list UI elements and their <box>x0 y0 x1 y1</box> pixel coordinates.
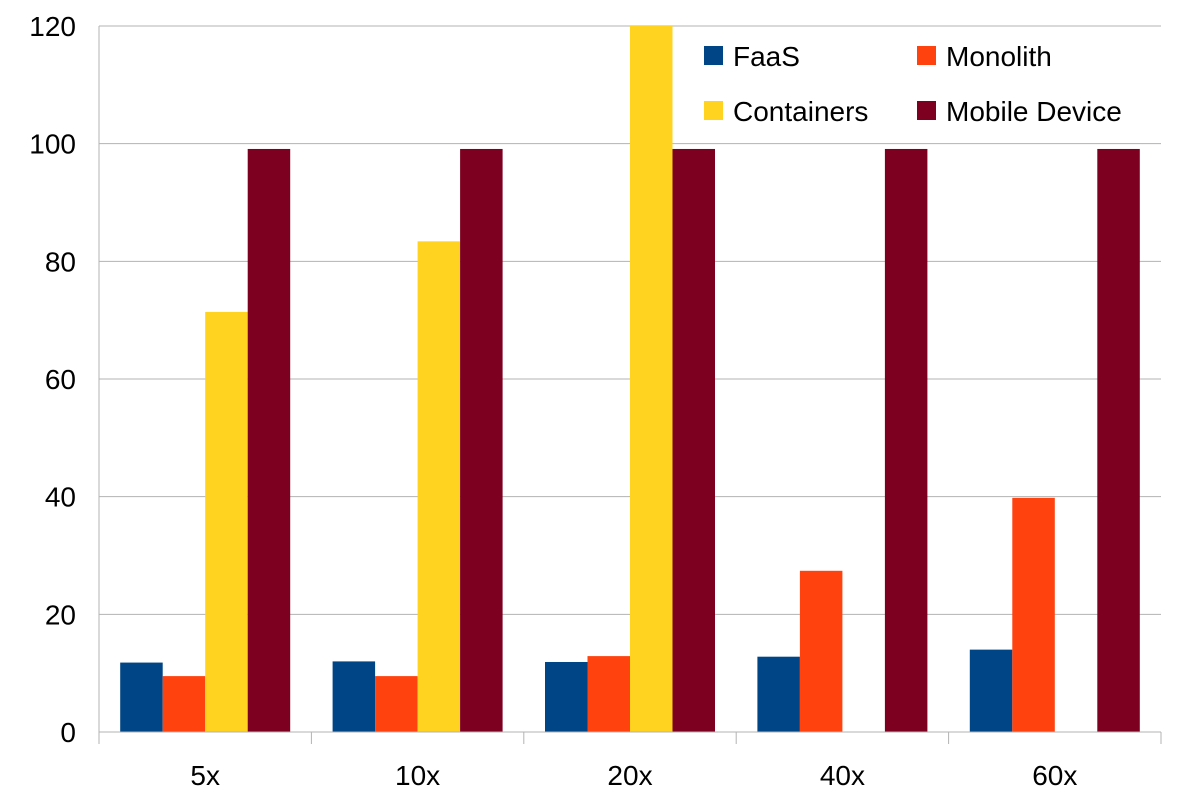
x-tick-label: 40x <box>820 760 865 791</box>
legend-label: Containers <box>733 96 868 127</box>
legend-label: FaaS <box>733 41 800 72</box>
bar-faas-10x <box>332 661 376 732</box>
bar-mobile-device-20x <box>672 148 715 732</box>
y-tick-label: 100 <box>29 129 76 160</box>
axes <box>98 26 1162 744</box>
y-tick-label: 20 <box>45 599 76 630</box>
bar-containers-20x <box>630 26 673 732</box>
bar-mobile-device-10x <box>460 148 503 732</box>
bar-mobile-device-60x <box>1097 148 1140 732</box>
y-tick-label: 0 <box>60 717 76 748</box>
bar-monolith-5x <box>162 676 206 732</box>
y-tick-label: 40 <box>45 482 76 513</box>
bar-faas-5x <box>120 662 163 732</box>
bars <box>120 26 1140 732</box>
y-tick-labels: 0 20 40 60 80 100 120 <box>29 11 76 748</box>
bar-containers-5x <box>205 311 248 732</box>
y-tick-label: 60 <box>45 364 76 395</box>
y-tick-label: 80 <box>45 246 76 277</box>
legend-label: Monolith <box>946 41 1052 72</box>
x-tick-label: 60x <box>1032 760 1077 791</box>
x-tick-label: 5x <box>190 760 220 791</box>
bar-monolith-60x <box>1012 497 1055 732</box>
legend: FaaS Monolith Containers Mobile Device <box>704 41 1122 127</box>
x-tick-labels: 5x 10x 20x 40x 60x <box>190 760 1077 791</box>
bar-monolith-20x <box>587 656 630 732</box>
bar-containers-10x <box>417 241 461 732</box>
y-tick-label: 120 <box>29 11 76 42</box>
bar-monolith-40x <box>799 570 843 732</box>
bar-monolith-10x <box>375 676 418 732</box>
bar-faas-20x <box>545 661 588 732</box>
legend-label: Mobile Device <box>946 96 1122 127</box>
bar-mobile-device-40x <box>884 148 928 732</box>
legend-swatch <box>917 101 936 120</box>
x-tick-label: 10x <box>395 760 440 791</box>
legend-swatch <box>704 46 723 65</box>
bar-faas-40x <box>757 656 800 732</box>
bar-faas-60x <box>969 649 1013 732</box>
x-tick-label: 20x <box>607 760 652 791</box>
legend-swatch <box>704 101 723 120</box>
bar-mobile-device-5x <box>247 148 291 732</box>
legend-swatch <box>917 46 936 65</box>
